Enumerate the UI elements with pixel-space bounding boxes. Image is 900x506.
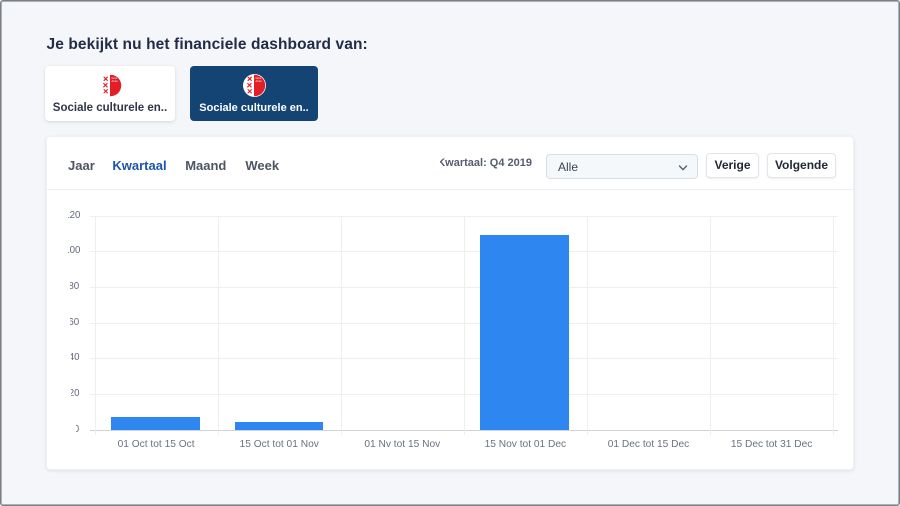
svg-text:Amst: Amst xyxy=(255,79,261,83)
svg-text:Amst: Amst xyxy=(111,79,117,83)
svg-text:Gem: Gem xyxy=(255,76,261,80)
svg-text:Gem: Gem xyxy=(111,76,117,80)
